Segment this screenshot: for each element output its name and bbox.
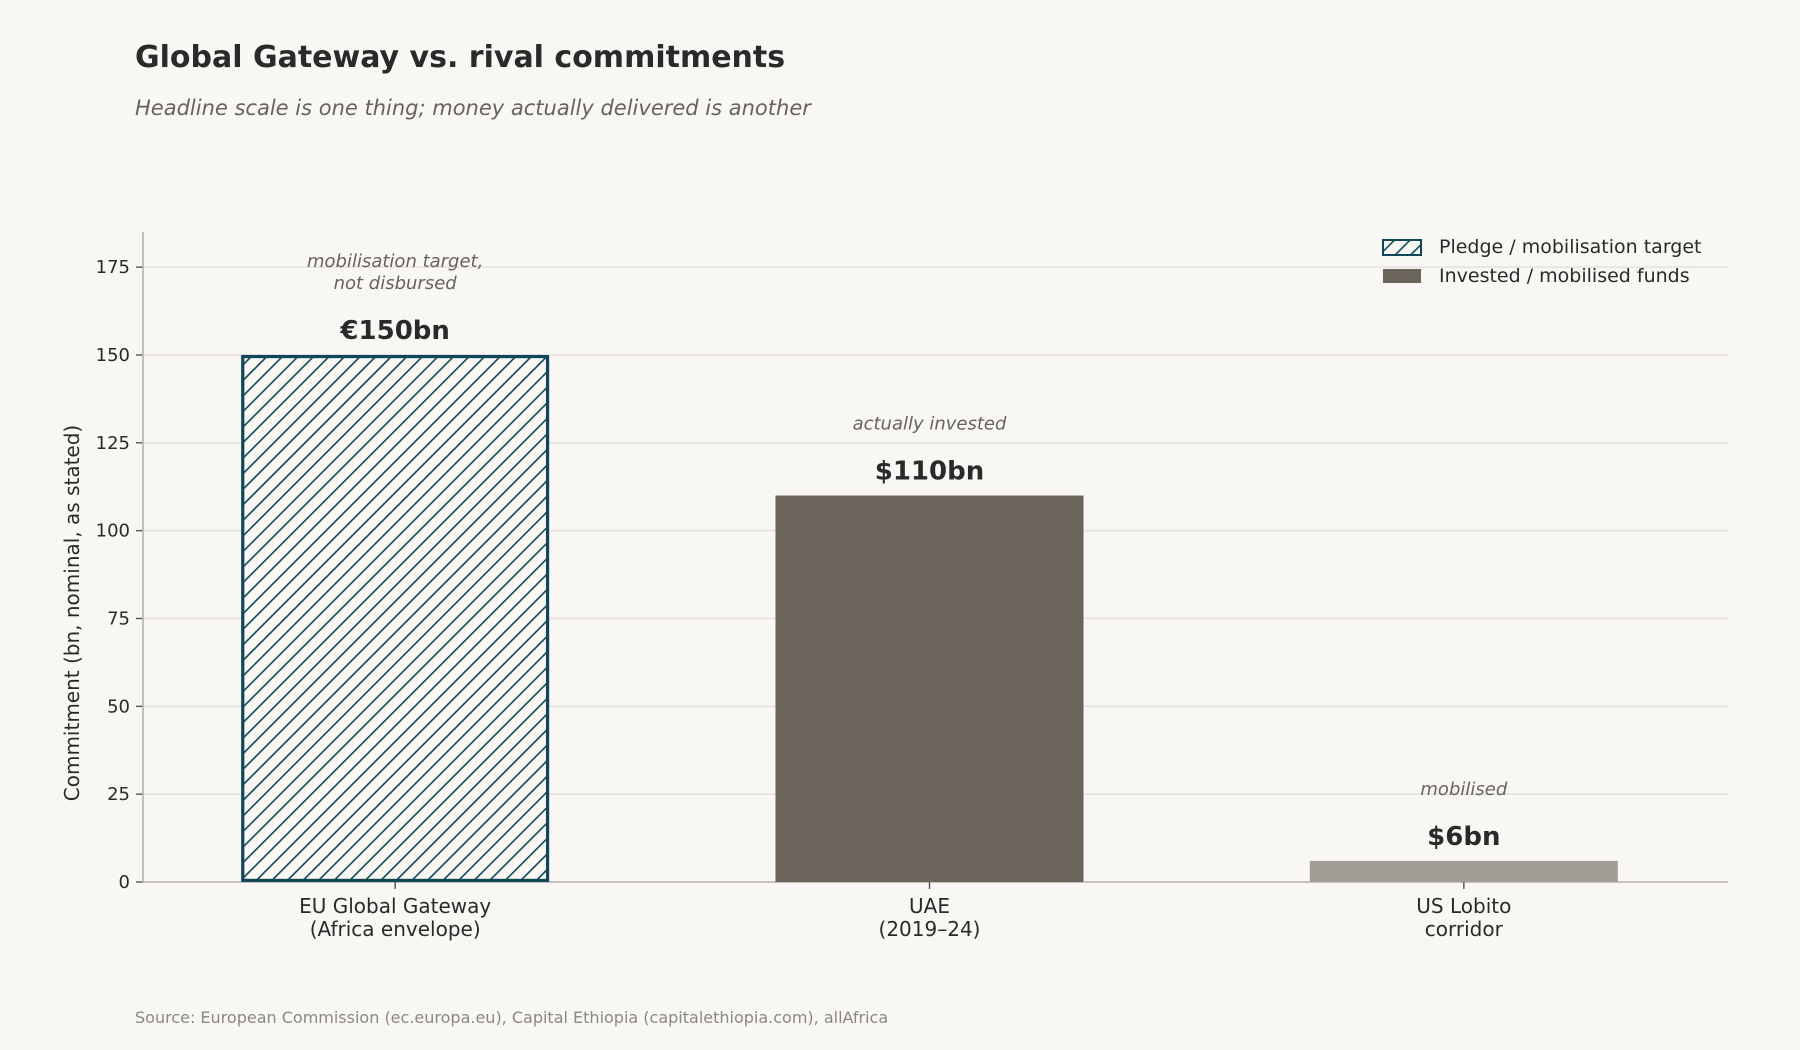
y-tick-label: 75: [107, 608, 130, 629]
legend-label-pledge: Pledge / mobilisation target: [1439, 236, 1702, 258]
legend: Pledge / mobilisation target Invested / m…: [1382, 236, 1702, 287]
legend-swatch-invested: [1383, 269, 1421, 283]
y-axis-label: Commitment (bn, nominal, as stated): [60, 425, 84, 801]
chart-subtitle: Headline scale is one thing; money actua…: [135, 96, 811, 120]
bar-annotation: mobilisation target,: [307, 251, 483, 272]
value-label: $6bn: [1427, 822, 1500, 852]
legend-swatch-pledge: [1382, 239, 1422, 256]
value-label: $110bn: [875, 457, 984, 487]
bar-annotation: actually invested: [853, 414, 1007, 435]
y-tick-label: 100: [96, 521, 130, 542]
chart-title: Global Gateway vs. rival commitments: [135, 40, 786, 75]
data-labels: €150bn mobilisation target,not disbursed $…: [307, 251, 1508, 852]
x-tick-label: (2019–24): [879, 917, 981, 941]
bar-annotation: mobilised: [1420, 779, 1507, 800]
y-tick-label: 50: [107, 696, 130, 717]
bar: [775, 495, 1084, 882]
x-tick-label: US Lobito: [1416, 894, 1511, 918]
legend-label-invested: Invested / mobilised funds: [1439, 265, 1690, 287]
value-label: €150bn: [339, 316, 449, 346]
x-tick-label: EU Global Gateway: [299, 894, 491, 918]
x-tick-label: corridor: [1425, 917, 1504, 941]
bar: [241, 354, 550, 882]
axes: 0 25 50 75 100 125 150 175 Commitment (bn, nomin…: [60, 232, 1728, 941]
bar: [1309, 860, 1618, 882]
x-tick-label: (Africa envelope): [310, 917, 481, 941]
y-tick-label: 25: [107, 784, 130, 805]
y-tick-label: 125: [96, 433, 130, 454]
bars: [241, 354, 1618, 882]
y-tick-label: 175: [96, 257, 130, 278]
y-tick-label: 150: [96, 345, 130, 366]
source-note: Source: European Commission (ec.europa.e…: [135, 1008, 889, 1027]
bar-annotation: not disbursed: [334, 273, 458, 294]
y-tick-label: 0: [119, 872, 130, 893]
x-tick-label: UAE: [909, 894, 950, 918]
